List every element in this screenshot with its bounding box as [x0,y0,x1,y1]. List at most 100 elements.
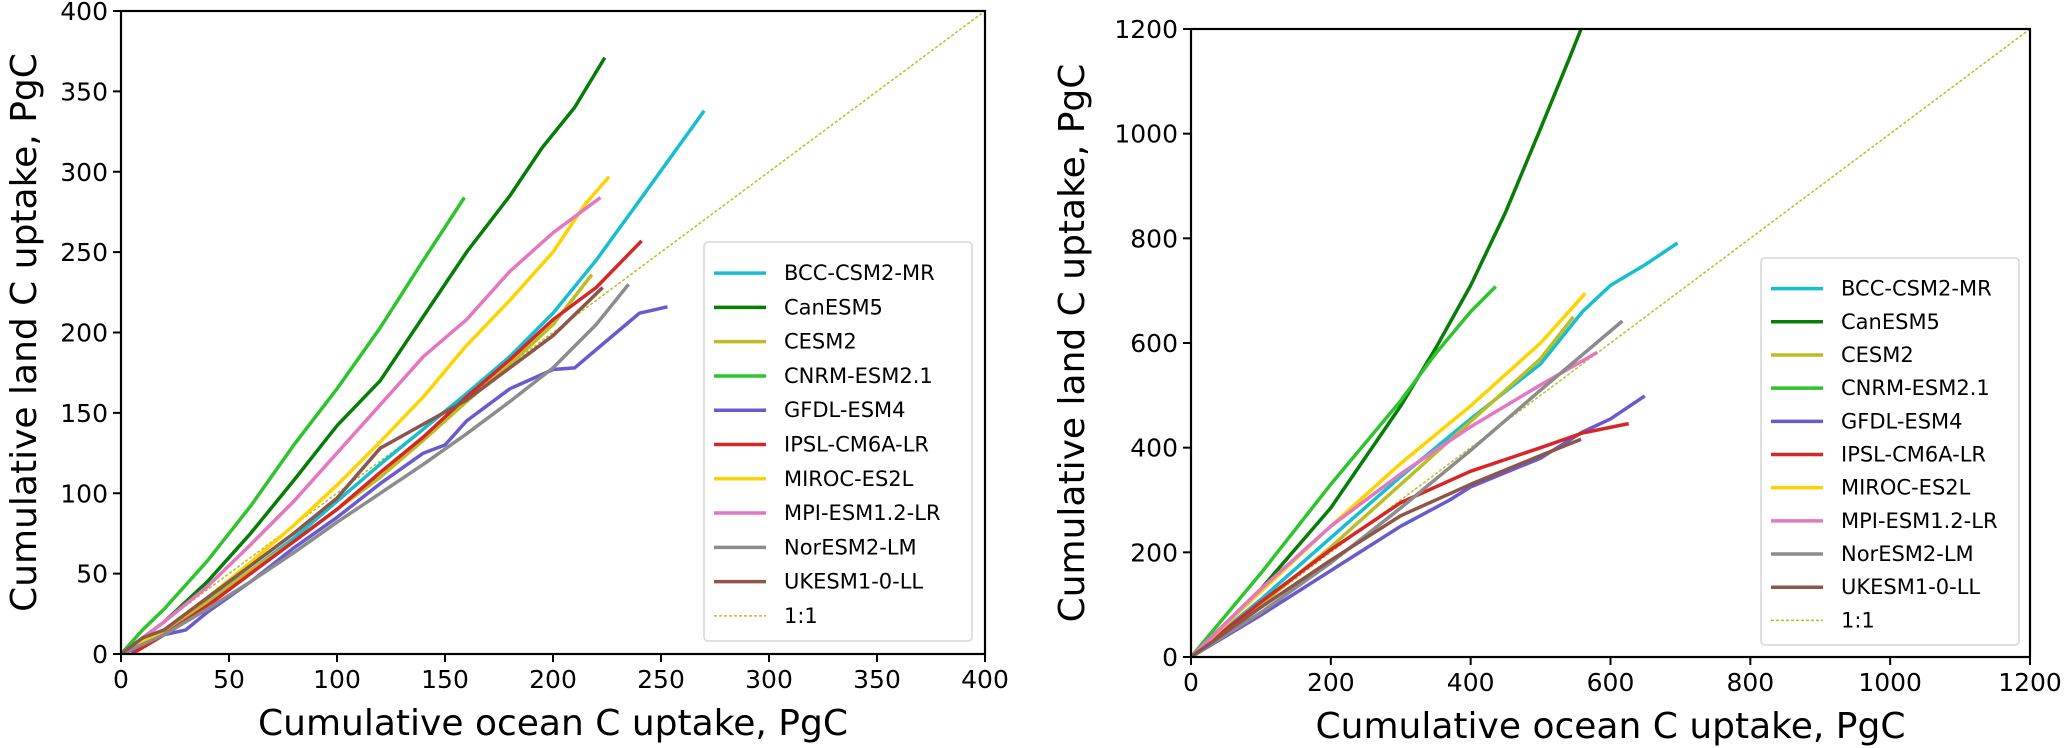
legend-item: IPSL-CM6A-LR [1771,443,1986,467]
x-axis-label: Cumulative ocean C uptake, PgC [258,703,848,744]
y-tick-label: 200 [1130,538,1178,567]
y-tick-label: 200 [60,319,108,348]
legend-item: MPI-ESM1.2-LR [714,501,941,525]
legend-label: CNRM-ESM2.1 [1841,376,1990,400]
legend-item: MPI-ESM1.2-LR [1771,509,1998,533]
legend-label: BCC-CSM2-MR [1841,277,1992,301]
series-line-ukesm1-0-ll [121,286,604,654]
x-tick-label: 200 [529,665,577,694]
series-line-noresm2-lm [1191,319,1624,657]
x-tick-label: 0 [113,665,129,694]
legend-label: 1:1 [1841,608,1875,632]
series-line-cesm2 [1191,315,1575,657]
y-tick-label: 0 [92,640,108,669]
y-tick-label: 1000 [1114,120,1178,149]
legend-label: UKESM1-0-LL [784,570,923,594]
legend: BCC-CSM2-MR CanESM5 CESM2 CNRM-ESM2.1 GFDL-E… [1760,257,2020,646]
legend-label: GFDL-ESM4 [1841,409,1963,433]
legend-item: GFDL-ESM4 [1771,409,1963,433]
legend-label: MIROC-ES2L [784,467,914,491]
legend-label: GFDL-ESM4 [784,398,906,422]
legend-box [1760,257,2020,646]
series-line-noresm2-lm [121,283,630,654]
legend-item: UKESM1-0-LL [714,570,923,594]
legend-item: CanESM5 [714,295,883,319]
series-line-mpi-esm1-2-lr [1191,350,1599,657]
legend-label: IPSL-CM6A-LR [784,433,929,457]
legend-label: NorESM2-LM [1841,542,1974,566]
legend-item: 1:1 [714,604,818,628]
x-tick-label: 200 [1307,668,1355,697]
series-line-bcc-csm2-mr [121,109,706,654]
series-line-ipsl-cm6a-lr [130,239,643,654]
legend-label: CNRM-ESM2.1 [784,364,933,388]
legend-label: CanESM5 [1841,310,1940,334]
legend-item: IPSL-CM6A-LR [714,433,929,457]
legend-label: BCC-CSM2-MR [784,261,935,285]
series-line-ukesm1-0-ll [1191,437,1582,657]
legend-label: NorESM2-LM [784,535,917,559]
y-tick-label: 600 [1130,329,1178,358]
series-line-miroc-es2l [1191,292,1587,657]
series-line-gfdl-esm4 [121,305,668,654]
x-tick-label: 250 [637,665,685,694]
x-tick-label: 0 [1183,668,1199,697]
y-tick-label: 300 [60,158,108,187]
legend-label: IPSL-CM6A-LR [1841,443,1986,467]
legend-item: NorESM2-LM [714,535,917,559]
x-tick-label: 100 [313,665,361,694]
series-line-ipsl-cm6a-lr [1191,421,1630,657]
series-line-canesm5 [1191,29,1583,657]
legend-item: 1:1 [1771,608,1875,632]
y-tick-label: 100 [60,479,108,508]
series-line-canesm5 [121,56,607,654]
y-tick-label: 0 [1162,643,1178,672]
y-tick-label: 150 [60,399,108,428]
y-tick-label: 400 [60,0,108,26]
x-tick-label: 50 [213,665,245,694]
x-tick-label: 600 [1587,668,1635,697]
y-axis-label: Cumulative land C uptake, PgC [1052,64,1093,623]
legend-box [703,241,973,642]
series-line-gfdl-esm4 [1191,394,1646,657]
legend-item: GFDL-ESM4 [714,398,906,422]
right-panel: 0 200 400 600 800 1000 1200 0 200 400 600 800 1000 12… [1052,15,2062,747]
y-tick-label: 50 [76,560,108,589]
x-tick-label: 400 [961,665,1009,694]
x-tick-label: 1000 [1858,668,1922,697]
x-axis-label: Cumulative ocean C uptake, PgC [1316,706,1906,747]
y-tick-label: 800 [1130,224,1178,253]
legend-label: CanESM5 [784,295,883,319]
legend-item: BCC-CSM2-MR [714,261,935,285]
legend-label: CESM2 [1841,343,1914,367]
x-tick-label: 400 [1447,668,1495,697]
legend-label: 1:1 [784,604,818,628]
legend-item: BCC-CSM2-MR [1771,277,1992,301]
y-axis-label: Cumulative land C uptake, PgC [4,53,45,612]
series-line-cesm2 [121,273,594,654]
legend: BCC-CSM2-MR CanESM5 CESM2 CNRM-ESM2.1 GFDL-E… [703,241,973,642]
legend-label: CESM2 [784,330,857,354]
legend-label: UKESM1-0-LL [1841,575,1980,599]
legend-item: UKESM1-0-LL [1771,575,1980,599]
x-tick-label: 150 [421,665,469,694]
legend-item: CNRM-ESM2.1 [714,364,933,388]
reference-line-1to1 [121,11,985,654]
y-tick-label: 400 [1130,434,1178,463]
series-line-mpi-esm1-2-lr [121,196,602,654]
legend-item: NorESM2-LM [1771,542,1974,566]
legend-item: CNRM-ESM2.1 [1771,376,1990,400]
y-tick-label: 1200 [1114,15,1178,44]
left-panel: 0 50 100 150 200 250 300 350 400 0 50 100 150 200 250 3… [4,0,1009,744]
legend-label: MPI-ESM1.2-LR [1841,509,1998,533]
x-tick-label: 800 [1726,668,1774,697]
series-line-cnrm-esm2-1 [1191,285,1498,657]
x-tick-label: 350 [853,665,901,694]
series-line-cnrm-esm2-1 [121,196,466,654]
y-tick-label: 250 [60,238,108,267]
legend-item: CanESM5 [1771,310,1940,334]
legend-label: MPI-ESM1.2-LR [784,501,941,525]
legend-label: MIROC-ES2L [1841,476,1971,500]
plot-area [1191,29,2030,657]
